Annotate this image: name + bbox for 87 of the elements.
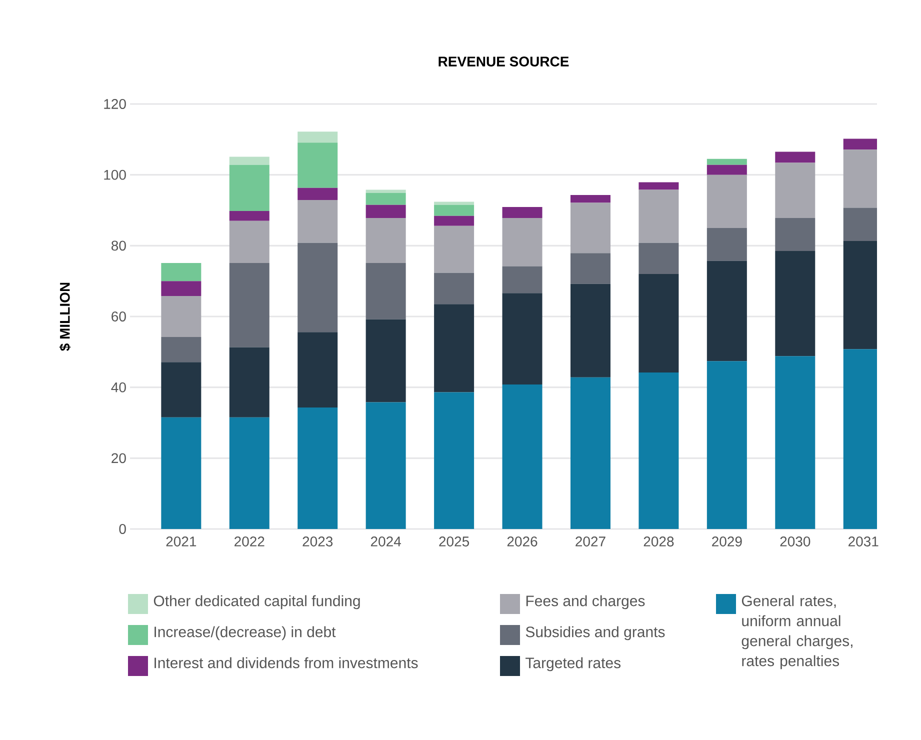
bar <box>229 164 270 211</box>
y-axis-title: $ MILLION <box>59 282 71 351</box>
bar <box>434 272 474 304</box>
bar <box>775 152 816 163</box>
bar <box>502 384 542 529</box>
bar <box>434 392 474 529</box>
x-tick-label: 2023 <box>302 536 333 546</box>
bar <box>229 220 270 264</box>
bar <box>434 202 474 205</box>
x-tick-label: 2025 <box>439 536 470 546</box>
bar <box>161 417 202 529</box>
chart-title: REVENUE SOURCE <box>438 56 569 66</box>
bar <box>502 207 542 218</box>
bar <box>706 158 747 165</box>
bar <box>502 293 542 384</box>
y-tick-label: 80 <box>112 240 126 251</box>
x-tick-label: 2024 <box>370 536 401 546</box>
bar <box>229 347 270 418</box>
bar <box>366 218 406 264</box>
bar <box>706 260 747 362</box>
bar <box>366 263 406 320</box>
bar <box>570 202 610 254</box>
x-tick-label: 2028 <box>644 536 674 546</box>
bar <box>366 190 406 193</box>
bar <box>775 356 816 529</box>
y-tick-label: 60 <box>112 312 126 322</box>
bar <box>638 242 679 274</box>
bar <box>706 174 747 228</box>
bar <box>366 402 406 529</box>
x-tick-label: 2021 <box>166 536 196 546</box>
legend-label: Fees and charges <box>526 595 645 610</box>
bar <box>298 142 338 188</box>
bar <box>434 204 474 216</box>
bar <box>638 190 679 243</box>
bar <box>229 156 270 165</box>
bar <box>502 218 542 266</box>
bar <box>570 195 610 203</box>
bar <box>298 242 338 332</box>
bar <box>161 296 202 338</box>
bar <box>298 332 338 408</box>
bar <box>366 204 406 218</box>
bar <box>298 132 338 143</box>
bar <box>229 263 270 348</box>
bar <box>298 200 338 243</box>
legend-label: Subsidies and grants <box>526 626 665 640</box>
bar <box>298 408 338 529</box>
bar <box>570 253 610 284</box>
bar <box>434 216 474 226</box>
x-tick-label: 2027 <box>576 536 606 546</box>
bar <box>638 182 679 190</box>
bar <box>161 281 202 296</box>
legend-label: Other dedicated capital funding <box>154 595 360 610</box>
x-tick-label: 2022 <box>234 536 264 546</box>
legend-label: Increase/(decrease) in debt <box>154 626 336 640</box>
x-tick-label: 2030 <box>780 536 810 546</box>
legend-label: General rates, uniform annual general charges, rates penalties <box>742 595 852 670</box>
bar <box>638 372 679 529</box>
bar <box>638 274 679 372</box>
bar <box>161 337 202 362</box>
bar <box>775 250 816 356</box>
y-tick-label: 20 <box>112 453 126 464</box>
y-tick-label: 120 <box>104 99 126 109</box>
bar <box>434 304 474 392</box>
x-tick-label: 2029 <box>712 536 742 546</box>
legend-label: Interest and dividends from investments <box>154 657 418 668</box>
x-tick-label: 2031 <box>848 536 878 546</box>
x-tick-label: 2026 <box>507 536 538 546</box>
y-tick-label: 0 <box>119 524 126 534</box>
bar <box>229 210 270 221</box>
y-tick-label: 40 <box>111 382 126 392</box>
bar <box>366 319 406 402</box>
y-tick-label: 100 <box>104 170 126 180</box>
bar <box>706 164 747 175</box>
bar <box>161 362 202 418</box>
bar <box>706 361 747 529</box>
legend-label: Targeted rates <box>526 657 621 672</box>
bar <box>570 284 610 378</box>
bar <box>775 218 816 251</box>
bar <box>502 266 542 294</box>
bar <box>570 377 610 529</box>
bar <box>161 263 202 282</box>
bar <box>298 188 338 200</box>
bar <box>434 226 474 273</box>
bar <box>229 417 270 529</box>
bar <box>366 192 406 205</box>
bar <box>775 162 816 218</box>
bar <box>706 228 747 261</box>
